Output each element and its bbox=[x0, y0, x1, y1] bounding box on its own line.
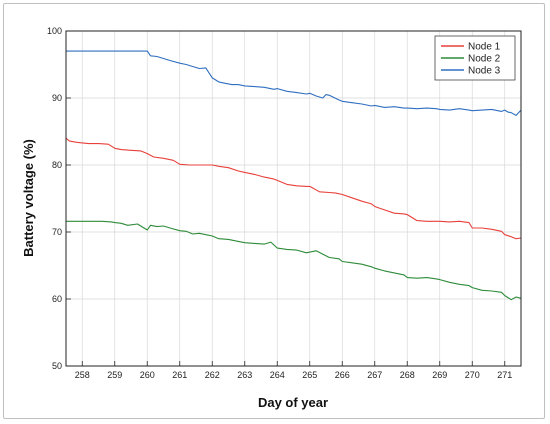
y-tick-label: 90 bbox=[52, 93, 62, 103]
series-line-node-2 bbox=[66, 220, 522, 301]
x-tick-label: 258 bbox=[75, 370, 90, 380]
legend-label: Node 2 bbox=[468, 54, 501, 65]
legend-label: Node 1 bbox=[468, 42, 501, 53]
x-tick-label: 264 bbox=[270, 370, 285, 380]
x-tick-label: 259 bbox=[107, 370, 122, 380]
x-tick-label: 263 bbox=[237, 370, 252, 380]
y-tick-label: 70 bbox=[52, 227, 62, 237]
x-tick-label: 270 bbox=[465, 370, 480, 380]
series-lines bbox=[65, 50, 522, 301]
legend-label: Node 3 bbox=[468, 66, 501, 77]
plot-border bbox=[65, 30, 522, 367]
grid-lines bbox=[66, 31, 521, 366]
series-line-node-1 bbox=[65, 137, 522, 240]
x-tick-label: 260 bbox=[140, 370, 155, 380]
x-axis-title: Day of year bbox=[258, 395, 328, 410]
x-axis-ticks: 258 259 260 261 262 263 264 265 266 267 268 269 270 2… bbox=[75, 361, 512, 380]
x-tick-label: 265 bbox=[302, 370, 317, 380]
y-tick-label: 60 bbox=[52, 294, 62, 304]
plot-area bbox=[66, 31, 521, 366]
chart-frame bbox=[3, 3, 545, 419]
x-tick-label: 271 bbox=[497, 370, 512, 380]
y-tick-label: 50 bbox=[52, 361, 62, 371]
y-axis-ticks: 50 60 70 80 90 100 bbox=[47, 26, 71, 371]
x-tick-label: 268 bbox=[400, 370, 415, 380]
x-tick-label: 261 bbox=[172, 370, 187, 380]
x-tick-label: 269 bbox=[432, 370, 447, 380]
x-tick-label: 266 bbox=[335, 370, 350, 380]
x-tick-label: 267 bbox=[367, 370, 382, 380]
x-tick-label: 262 bbox=[205, 370, 220, 380]
y-tick-label: 80 bbox=[52, 160, 62, 170]
y-axis-title: Battery voltage (%) bbox=[21, 139, 36, 257]
series-line-node-3 bbox=[66, 50, 522, 116]
y-tick-label: 100 bbox=[47, 26, 62, 36]
